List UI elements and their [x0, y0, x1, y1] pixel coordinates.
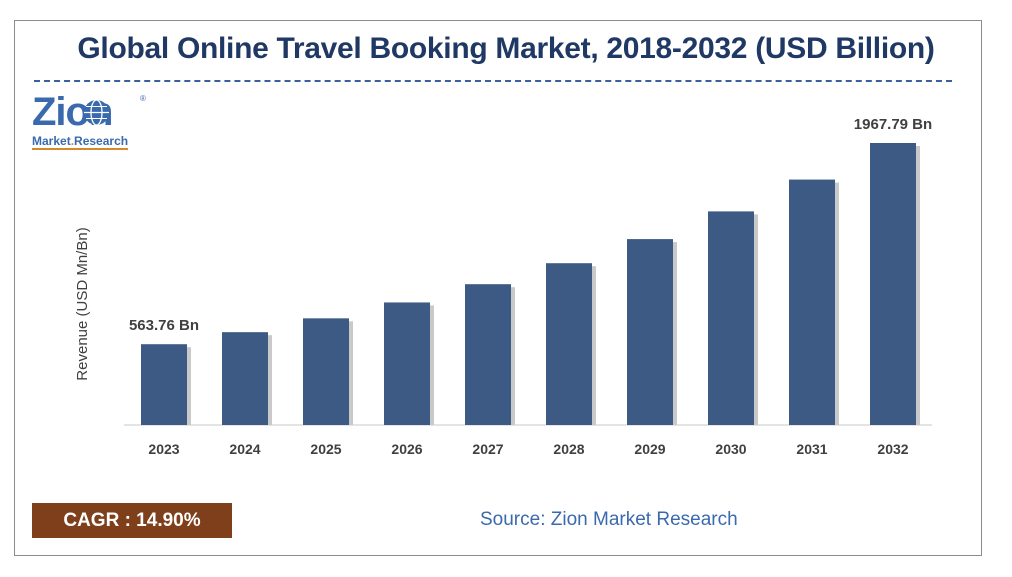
bar: [303, 318, 349, 425]
x-tick-label: 2026: [391, 441, 422, 457]
logo-subtitle: Market.Research: [32, 134, 129, 150]
bar: [222, 332, 268, 425]
x-tick-label: 2027: [472, 441, 503, 457]
source-note: Source: Zion Market Research: [480, 509, 738, 530]
bar: [384, 302, 430, 425]
x-tick-label: 2024: [229, 441, 260, 457]
logo-sub-dot: .: [70, 134, 75, 148]
x-tick-label: 2029: [634, 441, 665, 457]
x-tick-label: 2031: [796, 441, 827, 457]
x-tick-label: 2032: [877, 441, 908, 457]
x-tick-label: 2028: [553, 441, 584, 457]
bar: [465, 284, 511, 425]
bar: [708, 211, 754, 425]
data-label: 1967.79 Bn: [854, 116, 932, 133]
x-tick-label: 2030: [715, 441, 746, 457]
logo-sub-research: Research: [74, 134, 129, 148]
globe-icon: [84, 99, 109, 126]
x-tick-label: 2025: [310, 441, 341, 457]
registered-mark: ®: [140, 94, 146, 103]
bar: [141, 344, 187, 425]
bar: [546, 263, 592, 425]
title-divider: [34, 80, 952, 82]
x-tick-label: 2023: [148, 441, 179, 457]
logo-sub-market: Market: [32, 134, 71, 148]
bar: [870, 143, 916, 425]
chart-title: Global Online Travel Booking Market, 201…: [77, 32, 935, 65]
bar: [627, 239, 673, 425]
bar: [789, 179, 835, 425]
data-label: 563.76 Bn: [129, 317, 199, 334]
cagr-badge: CAGR : 14.90%: [32, 503, 232, 538]
zion-logo: Zion ® Market.Research: [32, 90, 152, 150]
y-axis-label: Revenue (USD Mn/Bn): [74, 227, 91, 380]
